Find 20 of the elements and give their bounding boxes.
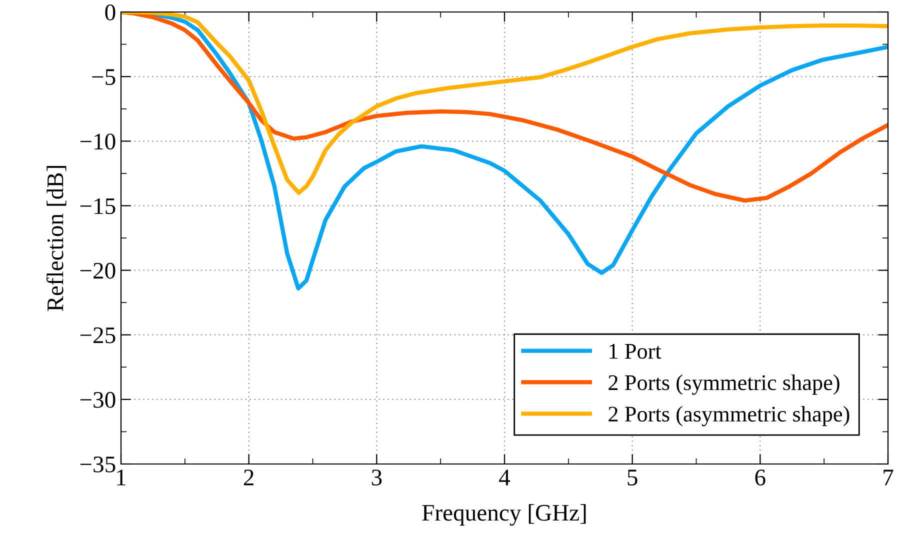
legend-label: 2 Ports (symmetric shape) <box>608 374 840 395</box>
legend-label: 1 Port <box>610 344 662 359</box>
x-tick-label: 5 <box>628 470 638 486</box>
x-tick-label: 1 <box>117 470 126 486</box>
x-tick-label: 2 <box>244 470 254 486</box>
x-tick-label: 7 <box>884 470 894 486</box>
x-tick-label: 6 <box>755 470 766 486</box>
y-axis-title: Reflection [dB] <box>46 166 66 312</box>
y-tick-label: −25 <box>80 327 116 344</box>
y-tick-label: −5 <box>92 69 116 85</box>
y-tick-label: 0 <box>105 4 116 20</box>
y-tick-label: −15 <box>80 198 116 214</box>
x-axis-title: Frequency [GHz] <box>422 504 586 526</box>
y-tick-label: −10 <box>80 134 116 150</box>
y-tick-label: −30 <box>80 392 116 408</box>
y-tick-label: −35 <box>80 456 116 472</box>
x-tick-label: 3 <box>372 470 382 486</box>
legend-label: 2 Ports (asymmetric shape) <box>608 406 850 426</box>
x-tick-label: 4 <box>499 470 510 486</box>
y-tick-label: −20 <box>80 262 116 279</box>
